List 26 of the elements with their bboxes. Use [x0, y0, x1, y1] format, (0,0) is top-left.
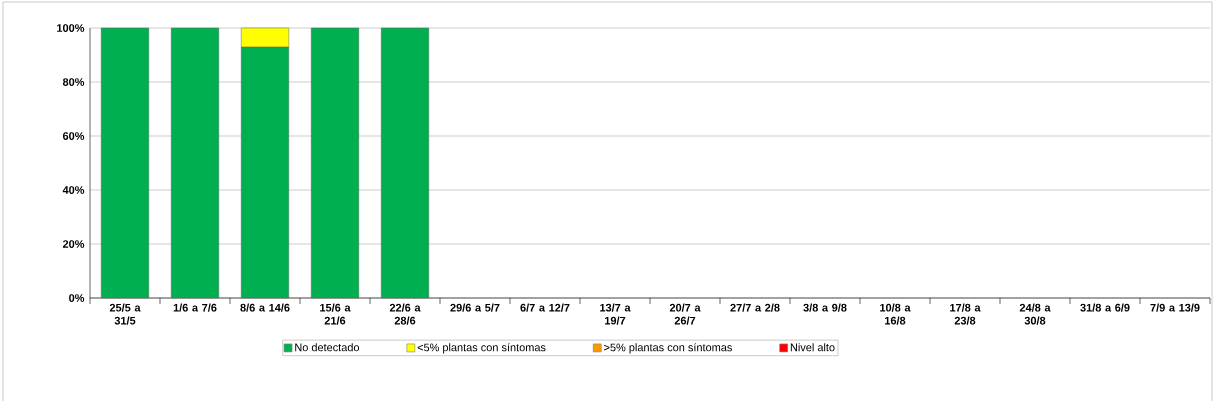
- x-tick-label: 17/8 a 23/8: [950, 303, 981, 325]
- x-tick-label: 13/7 a 19/7: [600, 303, 631, 325]
- x-tick-label: 10/8 a 16/8: [880, 303, 911, 325]
- legend-label: >5% plantas con síntomas: [604, 343, 732, 354]
- x-tick-label: 7/9 a 13/9: [1150, 303, 1200, 312]
- y-tick-label: 0%: [69, 294, 85, 302]
- x-tick-label: 15/6 a 21/6: [320, 303, 351, 325]
- y-tick-label: 80%: [62, 78, 85, 86]
- x-tick-label: 6/7 a 12/7: [520, 303, 570, 312]
- y-tick-label: 20%: [62, 240, 85, 248]
- x-tick-label: 22/6 a 28/6: [389, 303, 421, 325]
- y-tick-label: 100%: [57, 24, 85, 32]
- x-tick-label: 3/8 a 9/8: [803, 303, 847, 312]
- legend-label: <5% plantas con síntomas: [417, 343, 546, 354]
- legend-label: No detectado: [295, 343, 360, 352]
- x-tick-label: 8/6 a 14/6: [240, 303, 290, 312]
- x-tick-label: 25/5 a 31/5: [109, 303, 141, 325]
- x-tick-label: 29/6 a 5/7: [450, 303, 500, 312]
- x-tick-label: 1/6 a 7/6: [173, 303, 217, 312]
- x-tick-label: 24/8 a 30/8: [1019, 303, 1051, 325]
- x-tick-label: 20/7 a 26/7: [669, 303, 701, 325]
- y-tick-label: 40%: [62, 186, 85, 194]
- x-tick-label: 31/8 a 6/9: [1080, 303, 1130, 312]
- x-tick-label: 27/7 a 2/8: [730, 303, 780, 312]
- y-tick-label: 60%: [62, 132, 85, 140]
- legend-label: Nivel alto: [790, 343, 835, 352]
